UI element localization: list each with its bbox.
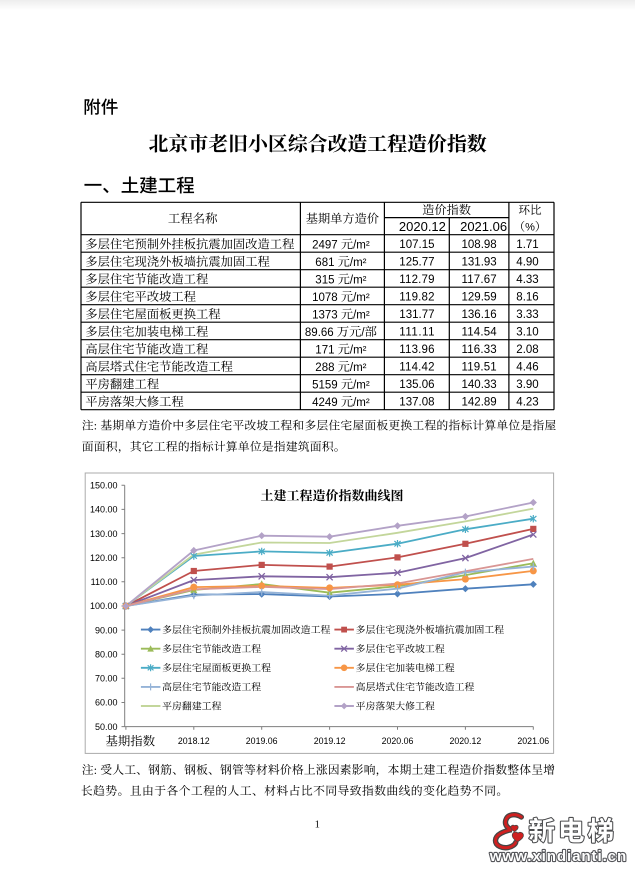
svg-text:70.00: 70.00 — [95, 674, 118, 684]
svg-text:www.xindianti.cn: www.xindianti.cn — [489, 848, 627, 865]
svg-text:3.10: 3.10 — [516, 326, 538, 338]
svg-text:/m²: /m² — [353, 379, 370, 391]
svg-text:4.23: 4.23 — [516, 396, 538, 408]
svg-text:681: 681 — [315, 257, 337, 269]
svg-text:125.77: 125.77 — [399, 256, 434, 268]
svg-text::: : — [94, 763, 100, 777]
svg-text:/m²: /m² — [350, 344, 367, 356]
svg-text:288: 288 — [315, 362, 337, 374]
svg-text:140.33: 140.33 — [462, 379, 497, 391]
svg-text::: : — [94, 419, 100, 433]
svg-text:/m²: /m² — [353, 292, 370, 304]
svg-text:1: 1 — [315, 819, 320, 830]
svg-text:4.46: 4.46 — [516, 361, 538, 373]
svg-text:1.71: 1.71 — [516, 239, 538, 251]
svg-text:4.33: 4.33 — [516, 274, 538, 286]
svg-text:111.11: 111.11 — [399, 326, 434, 338]
svg-text:114.42: 114.42 — [399, 361, 434, 373]
svg-text:130.00: 130.00 — [90, 529, 118, 539]
svg-text:129.59: 129.59 — [462, 291, 497, 303]
svg-text:171: 171 — [315, 344, 337, 356]
svg-text:8.16: 8.16 — [516, 291, 538, 303]
svg-text:135.06: 135.06 — [399, 379, 434, 391]
svg-text:2020.12: 2020.12 — [399, 219, 446, 234]
svg-text:%: % — [525, 222, 535, 234]
svg-text:60.00: 60.00 — [95, 698, 118, 708]
svg-text:90.00: 90.00 — [95, 625, 118, 635]
svg-text:/m²: /m² — [350, 362, 367, 374]
svg-text:136.16: 136.16 — [462, 309, 497, 321]
svg-text:140.00: 140.00 — [90, 505, 118, 515]
svg-text:5159: 5159 — [312, 379, 341, 391]
svg-text:100.00: 100.00 — [90, 601, 118, 611]
svg-text:4.90: 4.90 — [516, 256, 538, 268]
svg-text:2018.12: 2018.12 — [178, 736, 210, 746]
svg-text:2021.06: 2021.06 — [460, 219, 507, 234]
svg-text:117.67: 117.67 — [462, 274, 497, 286]
svg-text:3.90: 3.90 — [516, 379, 538, 391]
svg-text:120.00: 120.00 — [90, 553, 118, 563]
svg-text:137.08: 137.08 — [399, 396, 434, 408]
svg-text:2497: 2497 — [312, 239, 341, 251]
svg-text:89.66: 89.66 — [305, 327, 337, 339]
svg-text:/m²: /m² — [350, 274, 367, 286]
svg-text:/: / — [361, 327, 365, 339]
svg-text:114.54: 114.54 — [462, 326, 498, 338]
svg-text:1373: 1373 — [312, 309, 341, 321]
svg-text:2019.06: 2019.06 — [246, 736, 278, 746]
svg-text:/m²: /m² — [350, 257, 367, 269]
svg-text:80.00: 80.00 — [95, 649, 118, 659]
svg-text:131.77: 131.77 — [399, 309, 434, 321]
svg-text:110.00: 110.00 — [91, 577, 118, 587]
svg-text:116.33: 116.33 — [462, 344, 497, 356]
svg-text:108.98: 108.98 — [462, 239, 497, 251]
svg-text:/m²: /m² — [353, 239, 370, 251]
svg-text:131.93: 131.93 — [462, 256, 497, 268]
svg-text:50.00: 50.00 — [95, 722, 118, 732]
svg-text:113.96: 113.96 — [399, 344, 434, 356]
svg-text:3.33: 3.33 — [516, 309, 538, 321]
svg-text:4249: 4249 — [312, 397, 341, 409]
svg-text:1078: 1078 — [312, 292, 341, 304]
svg-text:142.89: 142.89 — [462, 396, 497, 408]
svg-text:119.51: 119.51 — [462, 361, 497, 373]
svg-text:2021.06: 2021.06 — [517, 736, 549, 746]
svg-text:/m²: /m² — [353, 397, 370, 409]
svg-text:112.79: 112.79 — [399, 274, 434, 286]
svg-text:2019.12: 2019.12 — [314, 736, 346, 746]
svg-text:/m²: /m² — [353, 309, 370, 321]
svg-text:107.15: 107.15 — [399, 239, 434, 251]
svg-text:2020.12: 2020.12 — [449, 736, 481, 746]
svg-text:315: 315 — [315, 274, 337, 286]
svg-text:119.82: 119.82 — [399, 291, 434, 303]
svg-text:150.00: 150.00 — [90, 481, 118, 491]
svg-text:2020.06: 2020.06 — [382, 736, 414, 746]
svg-text:2.08: 2.08 — [516, 344, 538, 356]
